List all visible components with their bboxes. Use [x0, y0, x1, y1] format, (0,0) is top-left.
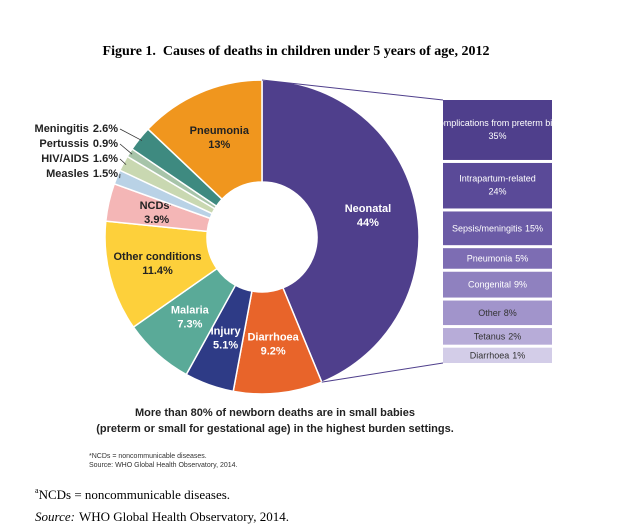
- segment-category: Diarrhoea: [470, 351, 510, 361]
- source: Source: WHO Global Health Observatory, 20…: [35, 509, 289, 524]
- breakdown-segment: [443, 271, 552, 298]
- segment-value: 2%: [508, 332, 521, 342]
- leader-line: [119, 158, 127, 165]
- leader-line: [119, 128, 143, 141]
- slice-label: Pertussis 0.9%: [39, 138, 118, 150]
- footnote: aNCDs = noncommunicable diseases.: [35, 486, 230, 502]
- pie-slice: [261, 79, 420, 384]
- breakdown-segment: [443, 100, 552, 160]
- slice-value: 1.6%: [93, 153, 118, 165]
- slice-label: HIV/AIDS 1.6%: [41, 153, 118, 165]
- slice-value: 11.4%: [142, 265, 173, 277]
- pie-slice: [146, 79, 263, 201]
- slice-category: Pertussis: [39, 138, 89, 150]
- slice-value: 7.3%: [177, 318, 202, 330]
- segment-label: Congenital 9%: [468, 280, 527, 290]
- slice-label: Pneumonia 13%: [190, 125, 250, 151]
- slice-label: Neonatal 44%: [345, 203, 391, 229]
- segment-value: 9%: [514, 280, 527, 290]
- slice-category: HIV/AIDS: [41, 153, 89, 165]
- segment-label: Pneumonia 5%: [467, 254, 529, 264]
- slice-label: Diarrhoea 9.2%: [247, 331, 299, 357]
- segment-category: Sepsis/meningitis: [452, 224, 523, 234]
- segment-category: Other: [478, 308, 501, 318]
- chart-title: Figure 1. Causes of deaths in children u…: [103, 44, 490, 59]
- segment-label: Intrapartum-related 24%: [459, 174, 536, 197]
- segment-value: 24%: [488, 187, 506, 197]
- footnote-text: NCDs = noncommunicable diseases.: [39, 487, 230, 502]
- slice-category: Meningitis: [35, 123, 89, 135]
- segment-label: Tetanus 2%: [474, 332, 522, 342]
- segment-label: Sepsis/meningitis 15%: [452, 224, 543, 234]
- slice-value: 3.9%: [144, 214, 169, 226]
- slice-category: Pneumonia: [190, 125, 250, 137]
- source-text: WHO Global Health Observatory, 2014.: [79, 509, 289, 524]
- segment-value: 8%: [504, 308, 517, 318]
- source-label: Source:: [35, 509, 75, 524]
- connector-line: [261, 79, 444, 101]
- slice-label: Injury 5.1%: [211, 326, 242, 352]
- slice-label: Malaria 7.3%: [171, 304, 210, 330]
- slice-value: 13%: [208, 139, 230, 151]
- segment-label: Complications from preterm birth 35%: [432, 118, 563, 141]
- connector-line: [321, 362, 444, 383]
- slice-value: 1.5%: [93, 168, 118, 180]
- annotation: (preterm or small for gestational age) i…: [96, 423, 454, 435]
- slice-value: 2.6%: [93, 123, 118, 135]
- segment-value: 1%: [512, 351, 525, 361]
- slice-value: 5.1%: [213, 340, 238, 352]
- segment-label: Other 8%: [478, 308, 517, 318]
- slice-category: Malaria: [171, 304, 210, 316]
- slice-category: Other conditions: [113, 251, 201, 263]
- slice-category: Injury: [211, 326, 242, 338]
- slice-category: Measles: [46, 168, 89, 180]
- slice-label: Measles 1.5%: [46, 168, 118, 180]
- slice-value: 9.2%: [261, 345, 286, 357]
- annotation: *NCDs = noncommunicable diseases.: [89, 453, 207, 460]
- segment-value: 5%: [515, 254, 528, 264]
- breakdown-segment: [443, 328, 552, 345]
- leader-line: [119, 143, 133, 155]
- breakdown-segment: [443, 211, 552, 246]
- segment-label: Diarrhoea 1%: [470, 351, 526, 361]
- breakdown-segment: [443, 162, 552, 209]
- segment-category: Complications from preterm birth: [432, 118, 563, 128]
- annotation: Source: WHO Global Health Observatory, 2…: [89, 462, 238, 469]
- slice-label: Other conditions 11.4%: [113, 251, 201, 277]
- breakdown-segment: [443, 347, 552, 363]
- slice-value: 0.9%: [93, 138, 118, 150]
- breakdown-segment: [443, 248, 552, 269]
- segment-category: Congenital: [468, 280, 511, 290]
- annotation: More than 80% of newborn deaths are in s…: [135, 407, 415, 419]
- segment-category: Intrapartum-related: [459, 174, 536, 184]
- breakdown-segment: [443, 300, 552, 326]
- slice-category: Diarrhoea: [247, 331, 299, 343]
- slice-category: Neonatal: [345, 203, 391, 215]
- footnote-marker: a: [35, 486, 39, 495]
- slice-value: 44%: [357, 217, 379, 229]
- slice-label: Meningitis 2.6%: [35, 123, 119, 135]
- segment-value: 15%: [525, 224, 543, 234]
- segment-value: 35%: [488, 131, 506, 141]
- segment-category: Tetanus: [474, 332, 506, 342]
- segment-category: Pneumonia: [467, 254, 513, 264]
